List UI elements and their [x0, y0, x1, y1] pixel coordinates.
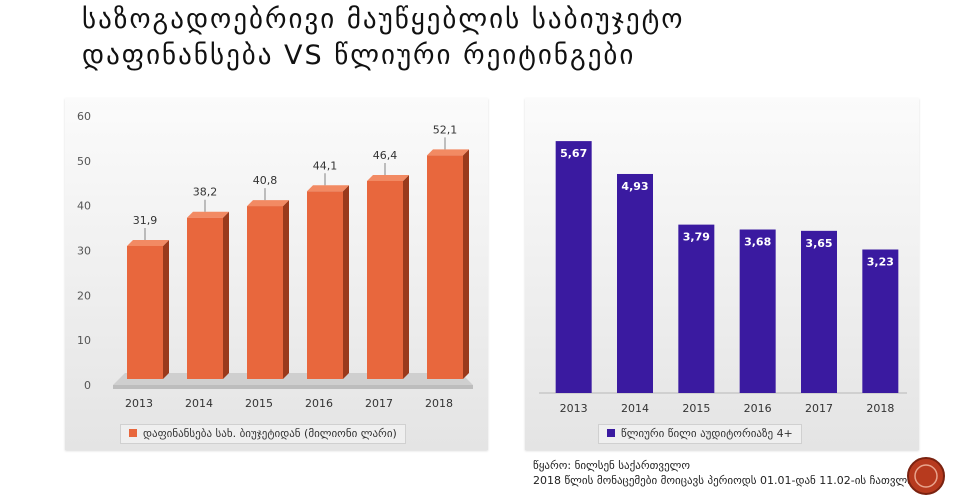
funding-bar: [187, 217, 223, 379]
funding-category-label: 2018: [425, 397, 453, 410]
funding-bar: [367, 180, 403, 379]
funding-legend-swatch: [129, 429, 137, 437]
rating-bar: [801, 230, 837, 393]
funding-bar: [247, 206, 283, 379]
rating-category-label: 2014: [621, 402, 649, 415]
funding-category-label: 2017: [365, 397, 393, 410]
rating-value-label: 4,93: [621, 180, 648, 193]
slide-title-line-2: დაფინანსება VS წლიური რეიტინგები: [82, 40, 636, 71]
funding-category-label: 2015: [245, 397, 273, 410]
funding-y-tick-label: 10: [77, 334, 91, 347]
funding-legend: დაფინანსება სახ. ბიუჯეტიდან (მილიონი ლარ…: [120, 424, 406, 444]
funding-value-label: 46,4: [373, 149, 398, 162]
rating-legend: წლიური წილი აუდიტორიაზე 4+: [598, 424, 802, 444]
rating-bar: [862, 249, 899, 393]
funding-legend-label: დაფინანსება სახ. ბიუჯეტიდან (მილიონი ლარ…: [143, 427, 397, 440]
funding-y-tick-label: 20: [77, 289, 91, 302]
source-line-2: 2018 წლის მონაცემები მოიცავს პერიოდს 01.…: [533, 474, 922, 487]
funding-y-tick-label: 0: [84, 379, 91, 392]
funding-value-label: 40,8: [253, 174, 278, 187]
rating-bar: [617, 173, 653, 393]
logo-circle-icon: [907, 457, 945, 495]
funding-y-tick-label: 60: [77, 110, 91, 123]
funding-bar-top: [307, 185, 349, 192]
rating-chart-panel: 5,67 2013 4,93 2014 3,79 2015 3,68 2016 3,65 2017…: [525, 98, 919, 450]
slide-title-line-1: საზოგადოებრივი მაუწყებლის საბიუჯეტო: [82, 4, 685, 35]
funding-bar-side: [463, 149, 469, 379]
rating-value-label: 5,67: [560, 147, 587, 160]
source-line-1: წყარო: ნილსენ საქართველო: [533, 459, 691, 472]
funding-y-tick-label: 50: [77, 155, 91, 168]
funding-category-label: 2016: [305, 397, 333, 410]
source-note: წყარო: ნილსენ საქართველო 2018 წლის მონაც…: [533, 458, 922, 488]
funding-chart-panel: 0 10 20 30 40 50 60 31,9 2013 38,2 2014 40,8 2015 44,…: [65, 98, 488, 450]
funding-bar-top: [367, 174, 409, 181]
funding-chart-floor-edge: [113, 385, 473, 389]
rating-legend-swatch: [607, 429, 615, 437]
rating-category-label: 2016: [744, 402, 772, 415]
rating-category-label: 2017: [805, 402, 833, 415]
funding-bar-top: [247, 200, 289, 207]
funding-bar-side: [163, 239, 169, 379]
funding-bar: [127, 245, 163, 379]
rating-value-label: 3,79: [683, 231, 710, 244]
funding-value-label: 31,9: [133, 214, 158, 227]
rating-bar: [678, 224, 715, 393]
rating-category-label: 2018: [866, 402, 894, 415]
funding-category-label: 2014: [185, 397, 213, 410]
rating-category-label: 2015: [682, 402, 710, 415]
funding-chart: 0 10 20 30 40 50 60 31,9 2013 38,2 2014 40,8 2015 44,…: [77, 110, 473, 410]
slide-title: საზოგადოებრივი მაუწყებლის საბიუჯეტო დაფი…: [82, 2, 842, 74]
funding-bar-top: [187, 211, 229, 218]
funding-bar-top: [127, 239, 169, 246]
funding-bar-side: [283, 200, 289, 379]
rating-bar: [555, 141, 592, 393]
funding-y-tick-label: 30: [77, 245, 91, 258]
rating-bar: [739, 229, 776, 393]
rating-category-label: 2013: [560, 402, 588, 415]
rating-chart: 5,67 2013 4,93 2014 3,79 2015 3,68 2016 3,65 2017…: [539, 141, 907, 415]
rating-value-label: 3,65: [805, 237, 832, 250]
funding-value-label: 44,1: [313, 159, 338, 172]
funding-category-label: 2013: [125, 397, 153, 410]
funding-bar-top: [427, 149, 469, 156]
funding-value-label: 38,2: [193, 186, 218, 199]
funding-bar-side: [343, 185, 349, 379]
funding-bar: [427, 155, 463, 379]
funding-value-label: 52,1: [433, 123, 458, 136]
funding-bar: [307, 191, 343, 379]
rating-legend-label: წლიური წილი აუდიტორიაზე 4+: [621, 427, 793, 440]
rating-value-label: 3,23: [867, 256, 894, 269]
funding-bar-side: [403, 174, 409, 379]
funding-bar-side: [223, 211, 229, 379]
funding-y-tick-label: 40: [77, 200, 91, 213]
rating-value-label: 3,68: [744, 236, 771, 249]
